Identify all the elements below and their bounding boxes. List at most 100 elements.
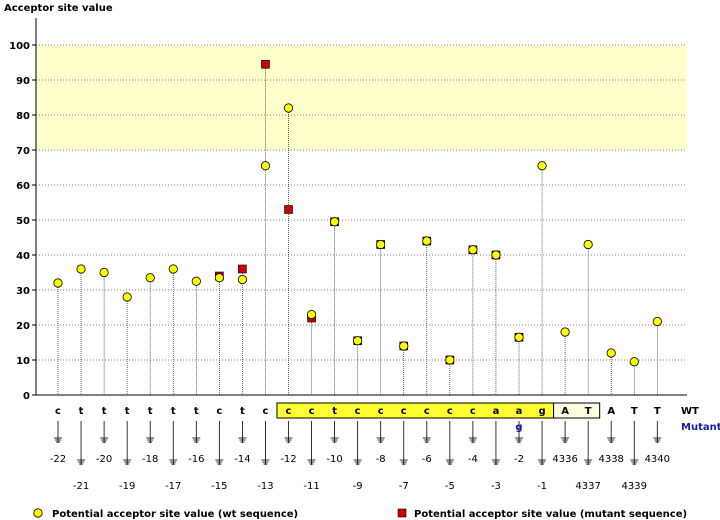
y-tick-label: 100 xyxy=(9,41,30,52)
position-label: -18 xyxy=(142,454,158,465)
wt-marker xyxy=(629,357,639,367)
wt-marker xyxy=(214,273,224,283)
wt-marker xyxy=(122,292,132,302)
y-tick-label: 0 xyxy=(23,391,30,402)
position-label: -21 xyxy=(73,481,89,492)
wt-marker xyxy=(168,264,178,274)
wt-base-label: t xyxy=(148,406,153,417)
wt-marker xyxy=(145,273,155,283)
wt-marker xyxy=(353,336,363,346)
wt-marker xyxy=(468,245,478,255)
position-label: -5 xyxy=(445,481,455,492)
wt-marker xyxy=(306,309,317,320)
mutant-marker xyxy=(284,205,293,214)
wt-marker xyxy=(260,161,271,171)
mutant-row-label: Mutant xyxy=(681,422,720,433)
wt-base-label: c xyxy=(55,406,61,417)
wt-marker xyxy=(422,236,432,246)
wt-base-label: t xyxy=(102,406,107,417)
wt-marker xyxy=(237,274,247,285)
wt-marker xyxy=(191,276,201,286)
wt-marker xyxy=(537,161,547,171)
y-tick-label: 40 xyxy=(16,251,30,262)
boxed-intron-region xyxy=(276,402,555,419)
wt-base-label: t xyxy=(194,406,199,417)
position-label: -2 xyxy=(514,454,524,465)
boxed-exon-region xyxy=(553,402,601,419)
position-label: -4 xyxy=(468,454,478,465)
wt-base-label: t xyxy=(171,406,176,417)
position-label: -7 xyxy=(399,481,409,492)
wt-base-label: c xyxy=(309,406,315,417)
wt-marker xyxy=(583,239,593,250)
position-label: -19 xyxy=(119,481,135,492)
wt-base-label: c xyxy=(401,406,407,417)
position-label: 4338 xyxy=(598,454,623,465)
wt-base-label: t xyxy=(240,406,245,417)
position-label: 4339 xyxy=(622,481,647,492)
position-label: -6 xyxy=(422,454,432,465)
position-label: -10 xyxy=(326,454,342,465)
y-axis-title: Acceptor site value xyxy=(4,3,113,14)
legend-wt-label: Potential acceptor site value (wt sequen… xyxy=(52,509,298,520)
position-label: -9 xyxy=(353,481,363,492)
position-label: 4337 xyxy=(575,481,600,492)
position-label: -22 xyxy=(50,454,66,465)
position-label: -12 xyxy=(280,454,296,465)
wt-base-label: c xyxy=(286,406,292,417)
wt-marker xyxy=(514,332,524,342)
wt-base-label: t xyxy=(332,406,337,417)
wt-base-label: A xyxy=(561,406,569,417)
wt-base-label: a xyxy=(516,406,523,417)
wt-base-label: c xyxy=(216,406,222,417)
position-label: 4340 xyxy=(645,454,670,465)
wt-base-label: c xyxy=(355,406,361,417)
position-label: -16 xyxy=(188,454,204,465)
wt-base-label: A xyxy=(607,406,615,417)
y-tick-label: 10 xyxy=(16,356,30,367)
position-label: -8 xyxy=(376,454,386,465)
position-label: -13 xyxy=(257,481,273,492)
wt-marker xyxy=(76,264,86,274)
wt-marker xyxy=(329,217,340,227)
wt-base-label: c xyxy=(378,406,384,417)
wt-marker xyxy=(99,267,109,278)
wt-base-label: T xyxy=(585,406,592,417)
wt-base-label: t xyxy=(79,406,84,417)
legend-wt-marker xyxy=(33,508,43,518)
position-label: -11 xyxy=(303,481,319,492)
wt-base-label: c xyxy=(262,406,268,417)
wt-marker xyxy=(283,103,294,113)
wt-marker xyxy=(53,278,63,288)
y-tick-label: 60 xyxy=(16,181,30,192)
y-tick-label: 90 xyxy=(16,76,30,87)
position-label: -17 xyxy=(165,481,181,492)
highlight-band xyxy=(36,45,687,150)
wt-base-label: T xyxy=(654,406,661,417)
wt-base-label: c xyxy=(447,406,453,417)
wt-marker xyxy=(376,239,386,250)
mutant-marker xyxy=(261,59,270,69)
wt-base-label: a xyxy=(493,406,500,417)
position-label: -3 xyxy=(491,481,501,492)
wt-base-label: g xyxy=(538,406,545,417)
y-tick-label: 20 xyxy=(16,321,30,332)
position-label: -1 xyxy=(537,481,547,492)
wt-marker xyxy=(491,250,501,260)
y-tick-label: 80 xyxy=(16,111,30,122)
wt-marker xyxy=(606,348,616,358)
wt-base-label: T xyxy=(631,406,638,417)
wt-base-label: c xyxy=(424,406,430,417)
legend-mutant-marker xyxy=(397,508,407,518)
position-label: -14 xyxy=(234,454,250,465)
mutant-marker xyxy=(238,264,247,274)
wt-marker xyxy=(652,316,662,327)
y-tick-label: 50 xyxy=(16,216,30,227)
wt-marker xyxy=(560,327,570,337)
wt-base-label: t xyxy=(125,406,130,417)
wt-marker xyxy=(399,341,409,351)
y-tick-label: 70 xyxy=(16,146,30,157)
wt-row-label: WT xyxy=(681,406,699,417)
wt-base-label: c xyxy=(470,406,476,417)
